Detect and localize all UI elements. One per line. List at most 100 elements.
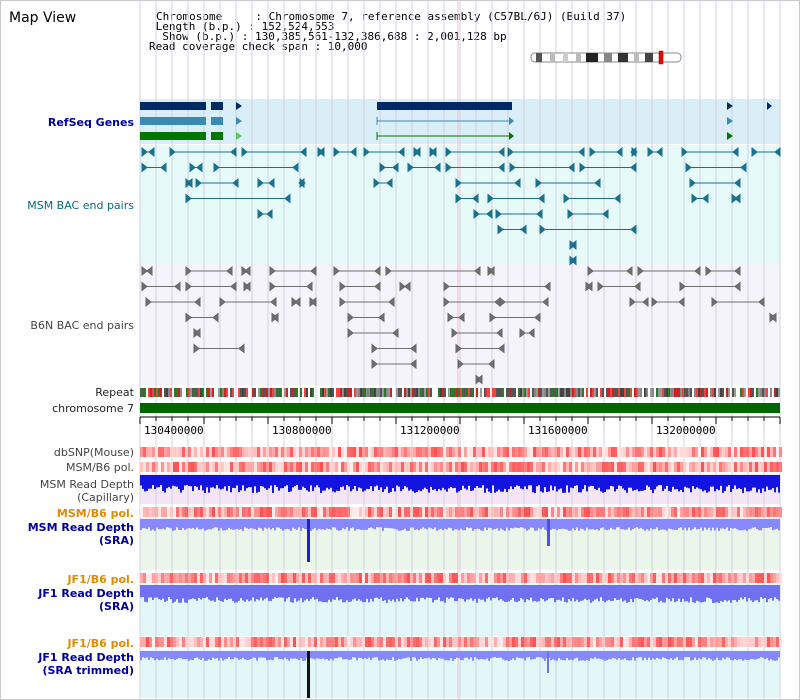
track-label-msm-b6-pol[interactable]: MSM/B6 pol. <box>66 461 134 474</box>
bac-end-arrow <box>647 146 654 158</box>
bac-end-arrow <box>194 327 201 339</box>
bac-end-arrow <box>594 177 601 189</box>
bac-end-arrow <box>347 312 354 323</box>
bac-end-arrow <box>535 177 542 189</box>
track-label-jf1-b6-pol[interactable]: JF1/B6 pol. <box>67 573 134 586</box>
bac-end-arrow <box>212 312 219 323</box>
bac-end-arrow <box>447 312 454 323</box>
track-label-msm-b6-pol-2[interactable]: MSM/B6 pol. <box>56 507 134 520</box>
bac-end-arrow <box>194 296 201 308</box>
bac-end-arrow <box>193 343 200 354</box>
bac-end-arrow <box>694 265 701 277</box>
bac-end-arrow <box>656 146 663 158</box>
bac-end-arrow <box>414 146 421 158</box>
repeat-track[interactable] <box>140 388 780 397</box>
bac-end-arrow <box>386 177 393 189</box>
bac-end-arrow <box>691 193 698 204</box>
bac-end-arrow <box>499 296 506 308</box>
track-label-msm-depth-cap[interactable]: MSM Read Depth <box>39 478 134 491</box>
bac-end-arrow <box>266 208 273 220</box>
bac-end-arrow <box>189 162 196 173</box>
bac-end-arrow <box>378 312 385 323</box>
ideogram <box>530 50 682 65</box>
bac-end-arrow <box>488 265 495 277</box>
bac-end-arrow <box>544 281 551 292</box>
ruler-tick-label: 130400000 <box>144 424 204 437</box>
bac-end-arrow <box>333 146 340 158</box>
depth-tracks[interactable] <box>140 475 780 698</box>
bac-end-arrow <box>476 374 483 385</box>
bac-end-arrow <box>196 162 203 173</box>
bac-end-arrow <box>430 146 437 158</box>
track-label-jf1-depth-sra[interactable]: JF1 Read Depth <box>38 587 134 600</box>
bac-end-arrow <box>185 265 192 277</box>
bac-end-arrow <box>568 162 575 173</box>
bac-end-arrow <box>141 265 148 277</box>
bac-end-arrow <box>536 208 543 220</box>
bac-end-arrow <box>284 193 291 204</box>
bac-end-arrow <box>148 146 155 158</box>
track-label-msm-bac[interactable]: MSM BAC end pairs <box>27 199 134 212</box>
bac-end-arrow <box>169 146 176 158</box>
bac-end-arrow <box>385 265 392 277</box>
bac-end-arrow <box>141 281 148 292</box>
b6n-bac-pairs[interactable] <box>141 265 777 385</box>
bac-end-arrow <box>472 193 479 204</box>
bac-end-arrow <box>306 281 313 292</box>
track-label-msm-depth-sra[interactable]: MSM Read Depth <box>27 521 134 534</box>
bac-end-arrow <box>310 296 317 308</box>
ruler-tick-label: 132000000 <box>656 424 716 437</box>
bac-end-arrow <box>268 177 275 189</box>
bac-end-arrow <box>630 146 637 158</box>
track-label-refseq[interactable]: RefSeq Genes <box>47 116 134 129</box>
bac-end-arrow <box>257 208 264 220</box>
bac-end-arrow <box>509 162 516 173</box>
bac-end-arrow <box>589 146 596 158</box>
track-label-b6n-bac[interactable]: B6N BAC end pairs <box>30 319 134 332</box>
bac-end-arrow <box>350 146 357 158</box>
bac-end-arrow <box>473 208 480 220</box>
bac-end-arrow <box>679 281 686 292</box>
bac-end-arrow <box>711 296 718 308</box>
track-label-jf1-depth-trim[interactable]: JF1 Read Depth <box>38 651 134 664</box>
bac-end-arrow <box>629 296 636 308</box>
bac-end-arrow <box>146 265 153 277</box>
bac-end-arrow <box>445 146 452 158</box>
bac-end-arrow <box>457 358 464 370</box>
bac-end-arrow <box>528 327 535 339</box>
bac-end-arrow <box>519 327 526 339</box>
ruler-tick-label: 131600000 <box>528 424 588 437</box>
bac-end-arrow <box>497 224 504 235</box>
bac-end-arrow <box>272 312 279 323</box>
bac-end-arrow <box>498 343 505 354</box>
track-label-repeat[interactable]: Repeat <box>95 386 134 399</box>
bac-end-arrow <box>678 296 685 308</box>
bac-end-arrow <box>443 296 450 308</box>
heat-tracks[interactable] <box>140 447 782 647</box>
bac-end-arrow <box>185 193 192 204</box>
bac-end-arrow <box>333 265 340 277</box>
bac-end-arrow <box>498 162 505 173</box>
track-label-dbsnp[interactable]: dbSNP(Mouse) <box>53 446 134 459</box>
refseq-genes[interactable] <box>140 102 772 140</box>
bac-end-arrow <box>374 281 381 292</box>
bac-end-arrow <box>689 177 696 189</box>
bac-end-arrow <box>732 146 739 158</box>
bac-end-arrow <box>563 193 570 204</box>
msm-bac-pairs[interactable] <box>141 146 781 266</box>
ruler-tick-label: 131200000 <box>400 424 460 437</box>
bac-end-arrow <box>567 208 574 220</box>
bac-end-arrow <box>602 208 609 220</box>
bac-end-arrow <box>507 146 514 158</box>
bac-end-arrow <box>734 193 741 204</box>
bac-end-arrow <box>637 265 644 277</box>
bac-end-arrow <box>174 281 181 292</box>
bac-end-arrow <box>445 162 452 173</box>
bac-end-arrow <box>630 162 637 173</box>
bac-end-arrow <box>630 224 637 235</box>
bac-end-arrow <box>404 281 411 292</box>
bac-end-arrow <box>407 162 414 173</box>
bac-end-arrow <box>213 162 220 173</box>
bac-end-arrow <box>398 146 405 158</box>
track-label-jf1-b6-pol-2[interactable]: JF1/B6 pol. <box>67 637 134 650</box>
